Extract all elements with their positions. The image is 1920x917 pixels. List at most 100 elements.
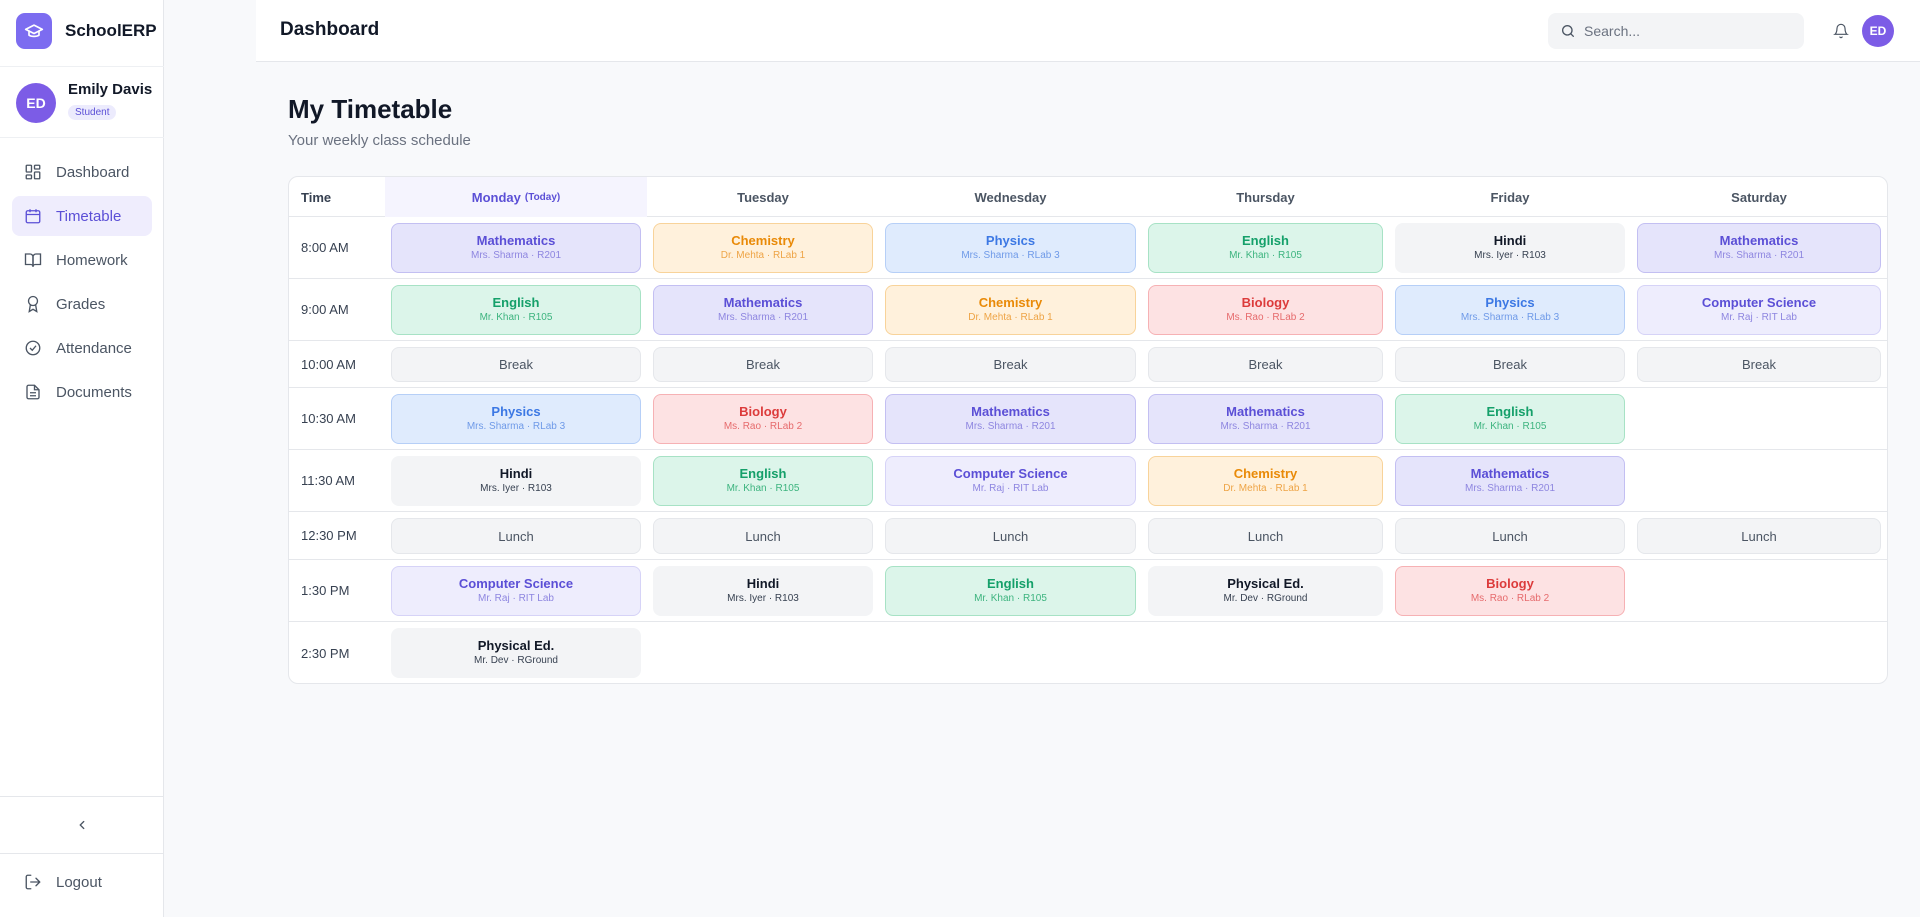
logout-button[interactable]: Logout	[24, 873, 102, 891]
search-icon	[1562, 25, 1574, 37]
time-label: 12:30 PM	[301, 528, 357, 543]
class-slot[interactable]: English Mr. Khan · R105	[653, 456, 873, 506]
notifications-button[interactable]	[1830, 20, 1852, 42]
class-slot[interactable]: Mathematics Mrs. Sharma · R201	[391, 223, 641, 273]
subject-name: Physics	[1485, 295, 1535, 310]
timetable-row: 2:30 PM Physical Ed. Mr. Dev · RGround	[289, 622, 1887, 683]
sidebar: SchoolERP ED Emily Davis Student Dashboa…	[0, 0, 164, 917]
class-slot[interactable]: Mathematics Mrs. Sharma · R201	[1637, 223, 1881, 273]
sidebar-item-label: Timetable	[56, 207, 122, 225]
logout-icon	[25, 874, 41, 890]
day-header-saturday: Saturday	[1631, 177, 1887, 217]
lunch-slot[interactable]: Lunch	[1637, 518, 1881, 554]
class-slot[interactable]: Physics Mrs. Sharma · RLab 3	[1395, 285, 1625, 335]
class-slot[interactable]: Mathematics Mrs. Sharma · R201	[885, 394, 1136, 444]
lunch-slot[interactable]: Lunch	[391, 518, 641, 554]
subject-name: Mathematics	[971, 404, 1050, 419]
class-slot[interactable]: Computer Science Mr. Raj · RIT Lab	[1637, 285, 1881, 335]
break-slot[interactable]: Break	[1395, 347, 1625, 382]
teacher-room: Dr. Mehta · RLab 1	[720, 250, 806, 261]
file-icon	[26, 384, 40, 400]
day-label: Saturday	[1731, 189, 1787, 205]
lunch-slot[interactable]: Lunch	[885, 518, 1136, 554]
class-slot[interactable]: Physics Mrs. Sharma · RLab 3	[391, 394, 641, 444]
class-slot[interactable]: Computer Science Mr. Raj · RIT Lab	[391, 566, 641, 616]
sidebar-item-dashboard[interactable]: Dashboard	[12, 152, 152, 192]
class-slot[interactable]: Mathematics Mrs. Sharma · R201	[1395, 456, 1625, 506]
sidebar-item-documents[interactable]: Documents	[12, 372, 152, 412]
page-title: My Timetable	[288, 94, 453, 124]
slot-label: Break	[1742, 357, 1776, 372]
break-slot[interactable]: Break	[653, 347, 873, 382]
sidebar-item-timetable[interactable]: Timetable	[12, 196, 152, 236]
break-slot[interactable]: Break	[885, 347, 1136, 382]
time-label: 2:30 PM	[301, 645, 350, 661]
sidebar-item-homework[interactable]: Homework	[12, 240, 152, 280]
class-slot[interactable]: Mathematics Mrs. Sharma · R201	[1148, 394, 1383, 444]
slot-label: Break	[746, 357, 780, 372]
sidebar-item-grades[interactable]: Grades	[12, 284, 152, 324]
class-slot[interactable]: Chemistry Dr. Mehta · RLab 1	[653, 223, 873, 273]
collapse-sidebar-button[interactable]	[0, 797, 164, 854]
break-slot[interactable]: Break	[1637, 347, 1881, 382]
teacher-room: Dr. Mehta · RLab 1	[1223, 483, 1308, 494]
class-slot[interactable]: English Mr. Khan · R105	[1395, 394, 1625, 444]
day-header-monday: Monday (Today)	[385, 177, 647, 217]
teacher-room: Ms. Rao · RLab 2	[1226, 312, 1305, 323]
subject-name: Physics	[985, 233, 1036, 248]
user-card: ED Emily Davis Student	[0, 66, 164, 138]
teacher-room: Ms. Rao · RLab 2	[723, 421, 803, 432]
calendar-icon	[25, 209, 41, 224]
sidebar-item-label: Documents	[56, 383, 132, 401]
break-slot[interactable]: Break	[1148, 347, 1383, 382]
role-badge: Student	[68, 105, 117, 120]
teacher-room: Mrs. Sharma · R201	[965, 421, 1056, 432]
class-slot[interactable]: Mathematics Mrs. Sharma · R201	[653, 285, 873, 335]
subject-name: Physical Ed.	[1227, 576, 1304, 591]
subject-name: English	[492, 295, 540, 310]
break-slot[interactable]: Break	[391, 347, 641, 382]
lunch-slot[interactable]: Lunch	[1395, 518, 1625, 554]
day-label: Thursday	[1236, 189, 1295, 205]
class-slot[interactable]: Physics Mrs. Sharma · RLab 3	[885, 223, 1136, 273]
class-slot[interactable]: Biology Ms. Rao · RLab 2	[1148, 285, 1383, 335]
class-slot[interactable]: Biology Ms. Rao · RLab 2	[1395, 566, 1625, 616]
teacher-room: Mrs. Sharma · R201	[1220, 421, 1311, 432]
teacher-room: Mr. Khan · R105	[479, 312, 553, 323]
search-box[interactable]	[1548, 13, 1804, 49]
day-label: Wednesday	[974, 189, 1047, 205]
class-slot[interactable]: Hindi Mrs. Iyer · R103	[1395, 223, 1625, 273]
timetable-row: 10:00 AM Break Break Break Break Break Break	[289, 341, 1887, 388]
sidebar-item-attendance[interactable]: Attendance	[12, 328, 152, 368]
class-slot[interactable]: Computer Science Mr. Raj · RIT Lab	[885, 456, 1136, 506]
chevron-left-icon	[79, 820, 85, 830]
brand[interactable]: SchoolERP	[16, 13, 157, 49]
time-label: 1:30 PM	[301, 583, 350, 598]
class-slot[interactable]: Physical Ed. Mr. Dev · RGround	[1148, 566, 1383, 616]
slot-label: Lunch	[1247, 528, 1284, 544]
class-slot[interactable]: Biology Ms. Rao · RLab 2	[653, 394, 873, 444]
class-slot[interactable]: Chemistry Dr. Mehta · RLab 1	[1148, 456, 1383, 506]
class-slot[interactable]: Hindi Mrs. Iyer · R103	[391, 456, 641, 506]
sidebar-item-label: Dashboard	[56, 163, 130, 181]
teacher-room: Mr. Khan · R105	[974, 593, 1047, 604]
lunch-slot[interactable]: Lunch	[653, 518, 873, 554]
subject-name: Computer Science	[1701, 295, 1817, 310]
class-slot[interactable]: Physical Ed. Mr. Dev · RGround	[391, 628, 641, 678]
class-slot[interactable]: Hindi Mrs. Iyer · R103	[653, 566, 873, 616]
teacher-room: Mrs. Sharma · R201	[717, 312, 809, 323]
day-header-tuesday: Tuesday	[647, 177, 879, 217]
class-slot[interactable]: English Mr. Khan · R105	[391, 285, 641, 335]
teacher-room: Mr. Khan · R105	[726, 483, 800, 494]
teacher-room: Mrs. Iyer · R103	[727, 593, 799, 604]
sidebar-item-label: Homework	[56, 251, 128, 269]
brand-name: SchoolERP	[65, 21, 157, 40]
search-input[interactable]	[1584, 23, 1784, 39]
header-avatar[interactable]: ED	[1862, 15, 1894, 47]
class-slot[interactable]: Chemistry Dr. Mehta · RLab 1	[885, 285, 1136, 335]
class-slot[interactable]: English Mr. Khan · R105	[1148, 223, 1383, 273]
award-icon	[27, 295, 39, 313]
class-slot[interactable]: English Mr. Khan · R105	[885, 566, 1136, 616]
subject-name: Biology	[739, 404, 787, 419]
lunch-slot[interactable]: Lunch	[1148, 518, 1383, 554]
